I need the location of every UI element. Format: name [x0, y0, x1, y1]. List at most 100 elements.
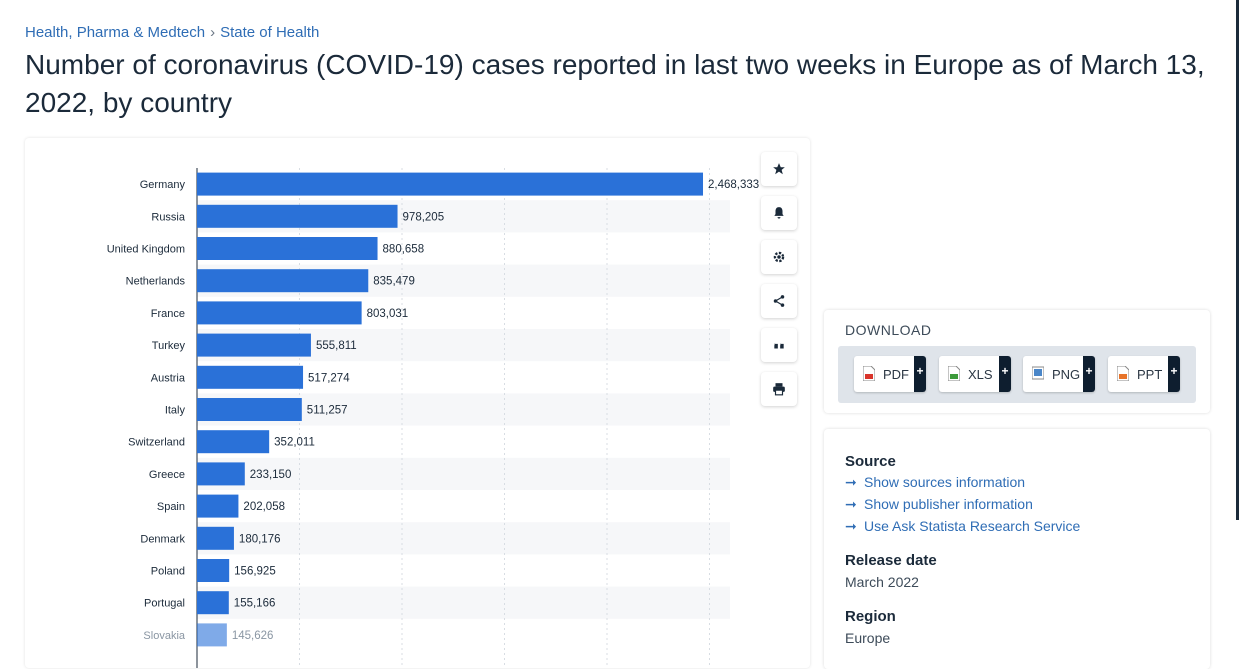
download-png-plus: + — [1083, 356, 1095, 392]
region-value: Europe — [845, 630, 891, 646]
download-png-button[interactable]: PNG + — [1023, 356, 1095, 392]
source-heading: Source — [845, 453, 896, 470]
release-date-value: March 2022 — [845, 574, 919, 590]
bar-poland[interactable] — [197, 559, 230, 582]
show-sources-label: Show sources information — [864, 474, 1026, 490]
research-service-label: Use Ask Statista Research Service — [864, 518, 1081, 534]
category-label: Russia — [151, 211, 186, 223]
value-label: 156,925 — [234, 566, 276, 578]
value-label: 555,811 — [316, 340, 357, 352]
download-options: PDF + XLS + PNG + PPT + — [838, 346, 1196, 403]
download-png-label: PNG — [1052, 367, 1081, 382]
xls-file-icon — [948, 366, 960, 381]
download-xls-button[interactable]: XLS + — [939, 356, 1011, 392]
bar-slovakia[interactable] — [197, 623, 227, 647]
star-icon — [773, 163, 785, 175]
share-button[interactable] — [761, 284, 797, 318]
category-label: Denmark — [140, 533, 185, 545]
bar-france[interactable] — [197, 301, 362, 325]
category-label: United Kingdom — [107, 244, 185, 256]
value-label: 233,150 — [250, 469, 292, 481]
breadcrumb-separator: › — [210, 24, 216, 41]
bar-chart: Germany 2,468,333 Russia 978,205 United King… — [107, 168, 759, 668]
download-title: DOWNLOAD — [845, 322, 932, 338]
download-ppt-plus: + — [1168, 356, 1180, 392]
value-label: 511,257 — [307, 405, 348, 417]
category-label: Netherlands — [126, 276, 186, 288]
value-label: 978,205 — [403, 211, 445, 223]
print-icon — [773, 383, 785, 396]
cite-button[interactable] — [761, 328, 797, 362]
download-panel: DOWNLOAD PDF + XLS + PNG + PPT + — [824, 310, 1210, 413]
bar-germany[interactable] — [197, 172, 704, 196]
category-label: Austria — [151, 372, 186, 384]
arrow-right-icon: ➞ — [845, 474, 857, 490]
category-label: Germany — [140, 179, 186, 191]
category-label: Poland — [151, 566, 185, 578]
gear-icon — [773, 251, 785, 263]
category-label: Italy — [165, 405, 186, 417]
release-date-heading: Release date — [845, 552, 937, 569]
scrollbar-track[interactable] — [1236, 0, 1239, 520]
category-label: Switzerland — [128, 437, 185, 449]
bar-united-kingdom[interactable] — [197, 237, 378, 260]
ppt-file-icon — [1117, 366, 1129, 381]
bar-russia[interactable] — [197, 204, 398, 228]
quote-icon — [774, 342, 784, 349]
scrollbar-thumb[interactable] — [1236, 366, 1239, 380]
bar-spain[interactable] — [197, 494, 239, 518]
chart-card: Germany 2,468,333 Russia 978,205 United King… — [25, 138, 810, 668]
value-label: 2,468,333 — [708, 179, 759, 191]
show-sources-link[interactable]: ➞ Show sources information — [845, 474, 1025, 491]
page-title: Number of coronavirus (COVID-19) cases r… — [25, 49, 1205, 118]
value-label: 145,626 — [232, 630, 274, 642]
category-label: Turkey — [152, 340, 186, 352]
bar-austria[interactable] — [197, 365, 304, 389]
show-publisher-link[interactable]: ➞ Show publisher information — [845, 496, 1033, 513]
arrow-right-icon: ➞ — [845, 518, 857, 534]
value-label: 880,658 — [383, 244, 425, 256]
bar-denmark[interactable] — [197, 526, 234, 550]
breadcrumb-topic-link[interactable]: State of Health — [220, 24, 320, 41]
bar-switzerland[interactable] — [197, 430, 270, 454]
value-label: 352,011 — [274, 437, 315, 449]
value-label: 155,166 — [234, 598, 276, 610]
research-service-link[interactable]: ➞ Use Ask Statista Research Service — [845, 518, 1080, 535]
arrow-right-icon: ➞ — [845, 496, 857, 512]
pdf-file-icon — [863, 366, 875, 381]
row-band — [197, 522, 730, 555]
value-label: 202,058 — [243, 501, 285, 513]
share-icon — [773, 295, 785, 307]
download-xls-label: XLS — [968, 367, 993, 382]
download-xls-plus: + — [999, 356, 1011, 392]
value-label: 517,274 — [308, 372, 350, 384]
download-ppt-button[interactable]: PPT + — [1108, 356, 1180, 392]
bar-greece[interactable] — [197, 462, 245, 486]
row-band — [197, 586, 730, 619]
row-band — [197, 457, 730, 490]
show-publisher-label: Show publisher information — [864, 496, 1033, 512]
value-label: 180,176 — [239, 533, 281, 545]
bar-turkey[interactable] — [197, 333, 311, 357]
statistic-info-panel: Source ➞ Show sources information ➞ Show p… — [824, 429, 1210, 669]
bar-netherlands[interactable] — [197, 269, 369, 293]
print-button[interactable] — [761, 372, 797, 406]
download-pdf-button[interactable]: PDF + — [854, 356, 926, 392]
category-label: Portugal — [144, 598, 185, 610]
breadcrumb-category-link[interactable]: Health, Pharma & Medtech — [25, 24, 206, 41]
breadcrumb: Health, Pharma & Medtech › State of Health — [25, 24, 319, 41]
category-label: Slovakia — [143, 630, 185, 642]
png-file-icon — [1032, 366, 1044, 380]
value-label: 835,479 — [373, 276, 415, 288]
bar-italy[interactable] — [197, 398, 302, 421]
region-heading: Region — [845, 608, 896, 625]
favorite-button[interactable] — [761, 152, 797, 186]
category-label: France — [151, 308, 185, 320]
bar-portugal[interactable] — [197, 591, 229, 615]
alert-button[interactable] — [761, 196, 797, 230]
value-label: 803,031 — [367, 308, 409, 320]
category-label: Spain — [157, 501, 185, 513]
settings-button[interactable] — [761, 240, 797, 274]
download-ppt-label: PPT — [1137, 367, 1163, 382]
download-pdf-plus: + — [914, 356, 926, 392]
